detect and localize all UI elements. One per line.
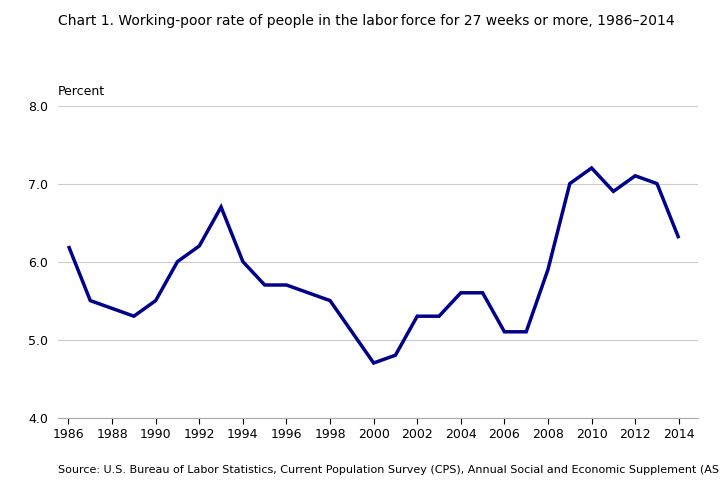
Text: Source: U.S. Bureau of Labor Statistics, Current Population Survey (CPS), Annual: Source: U.S. Bureau of Labor Statistics,…: [58, 465, 720, 475]
Text: Percent: Percent: [58, 85, 104, 98]
Text: Chart 1. Working-poor rate of people in the labor force for 27 weeks or more, 19: Chart 1. Working-poor rate of people in …: [58, 14, 674, 28]
